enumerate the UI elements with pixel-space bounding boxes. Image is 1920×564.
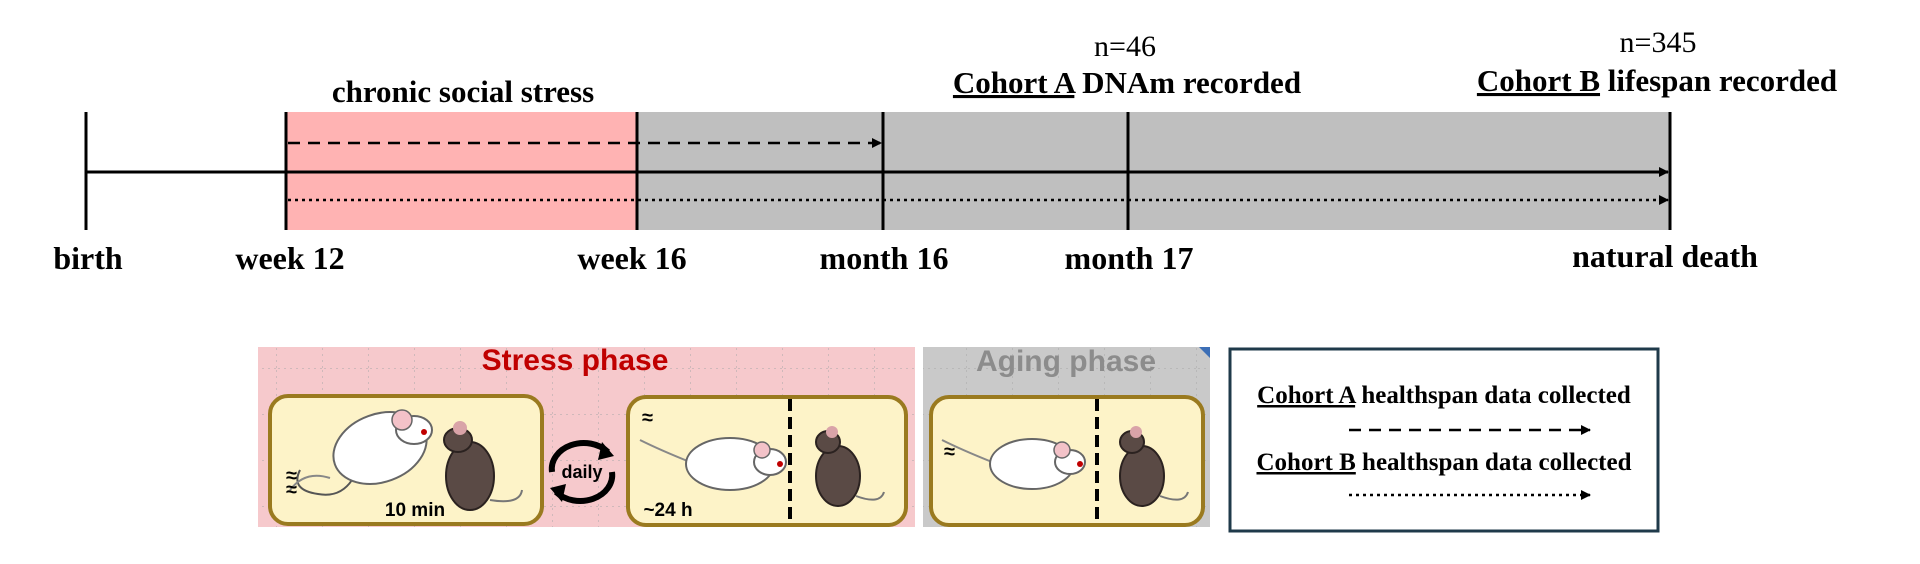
- white-mouse-icon: [289, 409, 433, 496]
- motion-lines-icon-2: ≈: [286, 479, 297, 501]
- stress-phase-panel: Stress phase ≈ ≈ 10 min: [258, 344, 915, 527]
- aging-phase-panel: Aging phase ≈: [923, 345, 1210, 527]
- daily-label: daily: [561, 462, 602, 482]
- encounter-cage: ≈ ≈ 10 min: [268, 394, 544, 526]
- cohort-a-suffix: DNAm recorded: [1074, 65, 1301, 100]
- white-mouse-icon: [941, 438, 1086, 490]
- legend-cohort-a-text: Cohort A healthspan data collected: [1257, 382, 1631, 409]
- cohort-a-n-label: n=46: [1094, 30, 1156, 63]
- housing-duration-label: ~24 h: [643, 500, 692, 521]
- corner-marker-icon: [1199, 347, 1210, 358]
- motion-lines-icon: ≈: [944, 441, 955, 463]
- legend-cohort-b-text: Cohort B healthspan data collected: [1256, 449, 1631, 476]
- cohort-b-header: Cohort B lifespan recorded: [1477, 63, 1837, 98]
- session-duration-label: 10 min: [385, 500, 445, 521]
- motion-lines-icon: ≈: [642, 407, 653, 429]
- dark-mouse-icon: [443, 421, 523, 511]
- white-mouse-icon: [639, 437, 787, 491]
- cohort-b-name: Cohort B: [1477, 63, 1600, 98]
- cohort-b-suffix: lifespan recorded: [1600, 63, 1837, 98]
- timeline: chronic social stress n=46 Cohort A DNAm…: [53, 26, 1837, 276]
- milestone-birth: birth: [53, 240, 123, 276]
- milestone-week-12: week 12: [235, 240, 344, 276]
- aging-cage: ≈: [929, 395, 1205, 527]
- legend-cohort-a-desc: healthspan data collected: [1355, 382, 1631, 409]
- legend-cohort-a-name: Cohort A: [1257, 382, 1356, 409]
- dark-mouse-icon: [1119, 426, 1189, 507]
- milestone-month-17: month 17: [1065, 240, 1194, 276]
- cohort-a-header: Cohort A DNAm recorded: [953, 65, 1301, 100]
- milestone-week-16: week 16: [577, 240, 686, 276]
- aging-phase-title: Aging phase: [976, 345, 1156, 378]
- milestone-month-16: month 16: [820, 240, 949, 276]
- cohort-a-name: Cohort A: [953, 65, 1077, 100]
- stress-period-label: chronic social stress: [332, 74, 594, 109]
- dark-mouse-icon: [815, 426, 885, 507]
- stress-phase-title: Stress phase: [482, 344, 669, 377]
- daily-cycle-icon: daily: [548, 440, 616, 504]
- legend-cohort-b-name: Cohort B: [1256, 449, 1355, 476]
- motion-lines-icon: ≈: [286, 465, 297, 487]
- legend: Cohort A healthspan data collected Cohor…: [1228, 347, 1660, 533]
- legend-cohort-b-desc: healthspan data collected: [1356, 449, 1632, 476]
- housing-cage: ≈ ~24 h: [626, 395, 908, 527]
- milestone-natural-death: natural death: [1572, 238, 1758, 274]
- cohort-b-n-label: n=345: [1620, 26, 1697, 59]
